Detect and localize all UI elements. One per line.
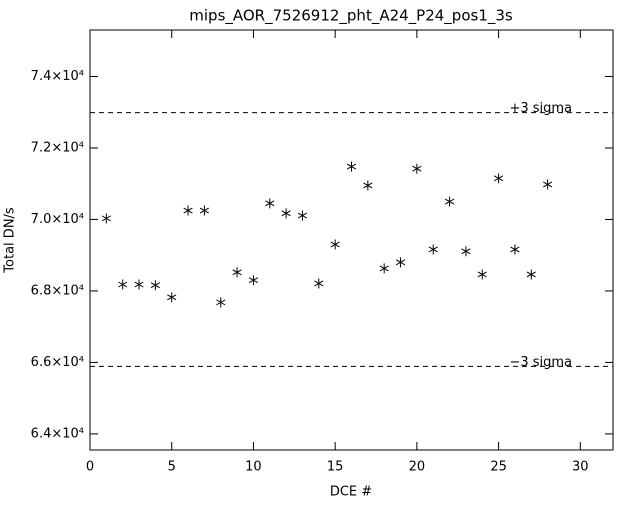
point	[395, 257, 406, 268]
point-stroke	[379, 265, 389, 272]
point-stroke	[248, 277, 259, 284]
plot-frame	[89, 29, 614, 451]
point-stroke	[281, 210, 291, 217]
point-stroke	[493, 175, 504, 182]
point-stroke	[232, 269, 242, 276]
point	[134, 279, 144, 290]
point	[150, 280, 160, 291]
point-stroke	[363, 182, 373, 189]
point-stroke	[199, 207, 210, 214]
point	[314, 278, 324, 289]
point	[493, 173, 504, 184]
point	[199, 205, 210, 216]
y-tick-label: 6.4×10⁴	[31, 426, 84, 441]
x-axis-label: DCE #	[330, 485, 372, 500]
y-tick-label: 7.0×10⁴	[31, 212, 84, 227]
point-stroke	[543, 181, 553, 188]
point	[526, 269, 536, 280]
point	[379, 263, 389, 274]
point	[363, 180, 373, 191]
point-stroke	[526, 271, 536, 278]
point-stroke	[477, 271, 487, 278]
y-tick-label: 7.2×10⁴	[31, 140, 84, 155]
y-axis-label: Total DN/s	[3, 207, 18, 274]
point-stroke	[346, 163, 357, 170]
point	[101, 213, 111, 224]
point	[281, 208, 291, 219]
point-stroke	[444, 198, 455, 205]
point	[297, 210, 308, 221]
x-tick-label: 10	[245, 460, 262, 475]
point	[412, 163, 422, 174]
point-stroke	[265, 200, 275, 207]
x-tick-label: 0	[86, 460, 94, 475]
x-tick-label: 30	[572, 460, 589, 475]
point	[167, 292, 177, 303]
point-stroke	[150, 282, 160, 289]
point	[428, 244, 438, 255]
point-stroke	[118, 281, 128, 288]
x-tick-label: 25	[490, 460, 507, 475]
y-tick-label: 6.6×10⁴	[31, 355, 84, 370]
point	[461, 246, 471, 257]
reference-label: −3 sigma	[509, 355, 572, 370]
point	[477, 269, 487, 280]
point	[444, 196, 455, 207]
y-tick-label: 7.4×10⁴	[31, 69, 84, 84]
reference-label: +3 sigma	[509, 101, 572, 116]
point	[248, 275, 259, 286]
x-tick-label: 5	[168, 460, 176, 475]
point	[232, 267, 242, 278]
point	[346, 161, 357, 172]
point-stroke	[395, 259, 406, 266]
point-stroke	[134, 281, 144, 288]
point-stroke	[428, 246, 438, 253]
point	[265, 198, 275, 209]
x-tick-label: 20	[409, 460, 426, 475]
point	[216, 297, 226, 308]
point-stroke	[167, 294, 177, 301]
point-stroke	[101, 215, 111, 222]
y-tick-label: 6.8×10⁴	[31, 283, 84, 298]
point-stroke	[314, 280, 324, 287]
point-stroke	[297, 212, 308, 219]
x-tick-label: 15	[327, 460, 344, 475]
point	[510, 244, 520, 255]
point-stroke	[510, 246, 520, 253]
point-stroke	[216, 299, 226, 306]
chart-title: mips_AOR_7526912_pht_A24_P24_pos1_3s	[189, 7, 513, 26]
point	[543, 179, 553, 190]
point-stroke	[330, 241, 340, 248]
point-stroke	[183, 207, 193, 214]
point-stroke	[461, 248, 471, 255]
point-stroke	[412, 165, 422, 172]
point	[118, 279, 128, 290]
point	[183, 205, 193, 216]
point	[330, 239, 340, 250]
